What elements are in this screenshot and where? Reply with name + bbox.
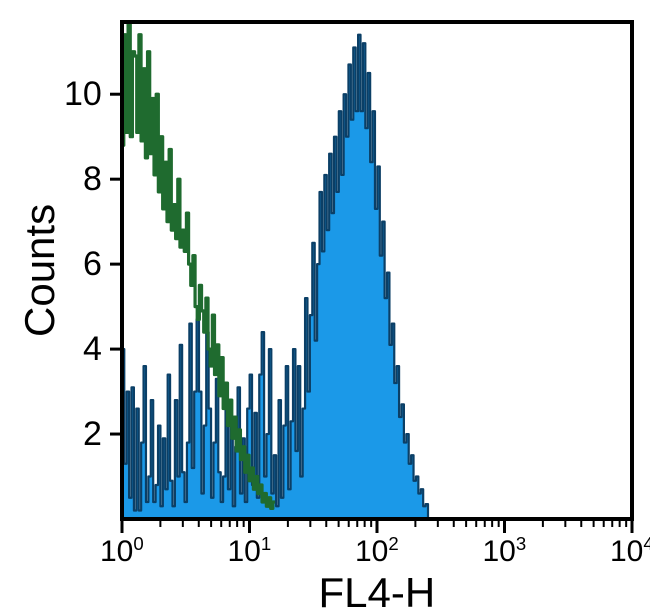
x-tick-label: 102 (355, 535, 399, 569)
y-tick-label: 2 (83, 415, 102, 454)
y-tick-label: 6 (83, 245, 102, 284)
y-axis-label: Counts (16, 204, 64, 337)
x-tick-label: 103 (483, 535, 527, 569)
x-tick-label: 101 (228, 535, 272, 569)
x-axis-label: FL4-H (319, 569, 436, 615)
y-tick-label: 4 (83, 330, 102, 369)
y-tick-label: 8 (83, 160, 102, 199)
x-tick-label: 104 (610, 535, 650, 569)
x-tick-label: 100 (100, 535, 144, 569)
y-tick-label: 10 (64, 75, 102, 114)
flow-cytometry-histogram: FL4-H Counts 100 101 102 103 104 2 4 6 8 10 (0, 0, 650, 615)
